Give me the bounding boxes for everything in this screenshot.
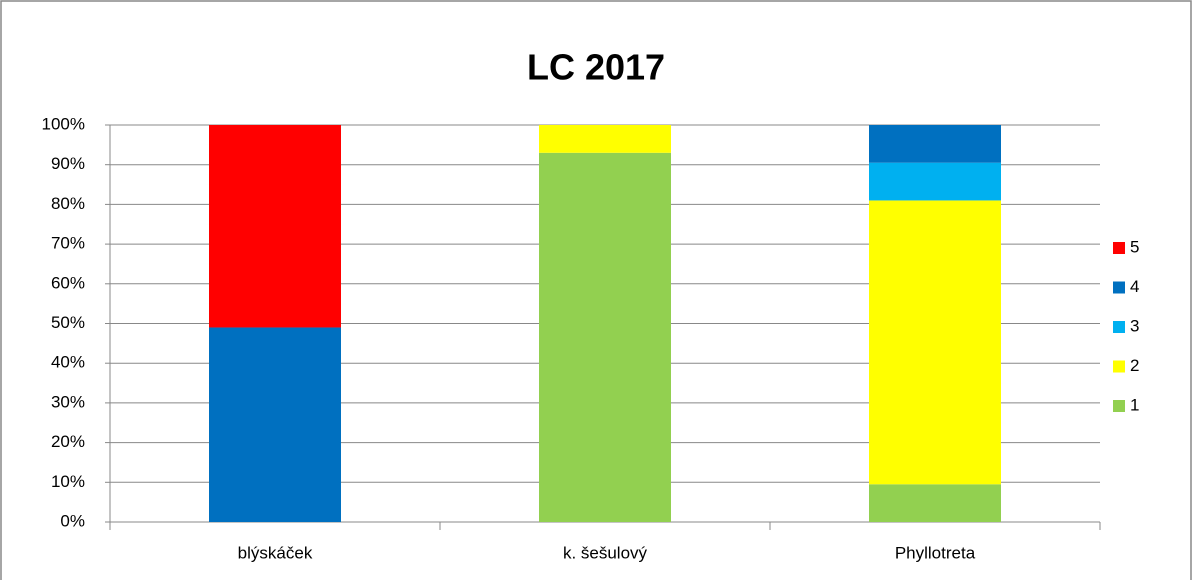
bar-segment — [209, 125, 341, 328]
y-tick-label: 100% — [42, 114, 85, 133]
x-tick-label: Phyllotreta — [895, 543, 976, 562]
legend-swatch — [1113, 281, 1125, 294]
legend-swatch — [1113, 360, 1125, 373]
y-tick-label: 20% — [51, 432, 85, 451]
bar-segment — [539, 125, 671, 153]
bar-segment — [869, 200, 1001, 485]
legend-label: 4 — [1130, 277, 1139, 296]
legend-label: 2 — [1130, 356, 1139, 375]
x-tick-label: blýskáček — [238, 543, 313, 562]
bar-segment — [869, 162, 1001, 201]
legend-swatch — [1113, 400, 1125, 412]
x-tick-label: k. šešulový — [563, 543, 648, 562]
y-tick-label: 40% — [51, 353, 85, 372]
legend-swatch — [1113, 242, 1125, 254]
y-tick-label: 70% — [51, 234, 85, 253]
y-tick-label: 60% — [51, 273, 85, 292]
bar-segment — [209, 327, 341, 522]
bar-segment — [869, 125, 1001, 163]
y-tick-label: 50% — [51, 313, 85, 332]
y-tick-label: 10% — [51, 472, 85, 491]
y-tick-label: 30% — [51, 392, 85, 411]
chart-title: LC 2017 — [527, 47, 665, 88]
y-tick-label: 90% — [51, 154, 85, 173]
legend-label: 3 — [1130, 316, 1139, 335]
legend-swatch — [1113, 321, 1125, 333]
bar-segment — [869, 484, 1001, 522]
y-tick-label: 0% — [60, 511, 85, 530]
y-tick-label: 80% — [51, 194, 85, 213]
bar-segment — [539, 152, 671, 523]
legend-label: 5 — [1130, 237, 1139, 256]
legend-label: 1 — [1130, 395, 1139, 414]
